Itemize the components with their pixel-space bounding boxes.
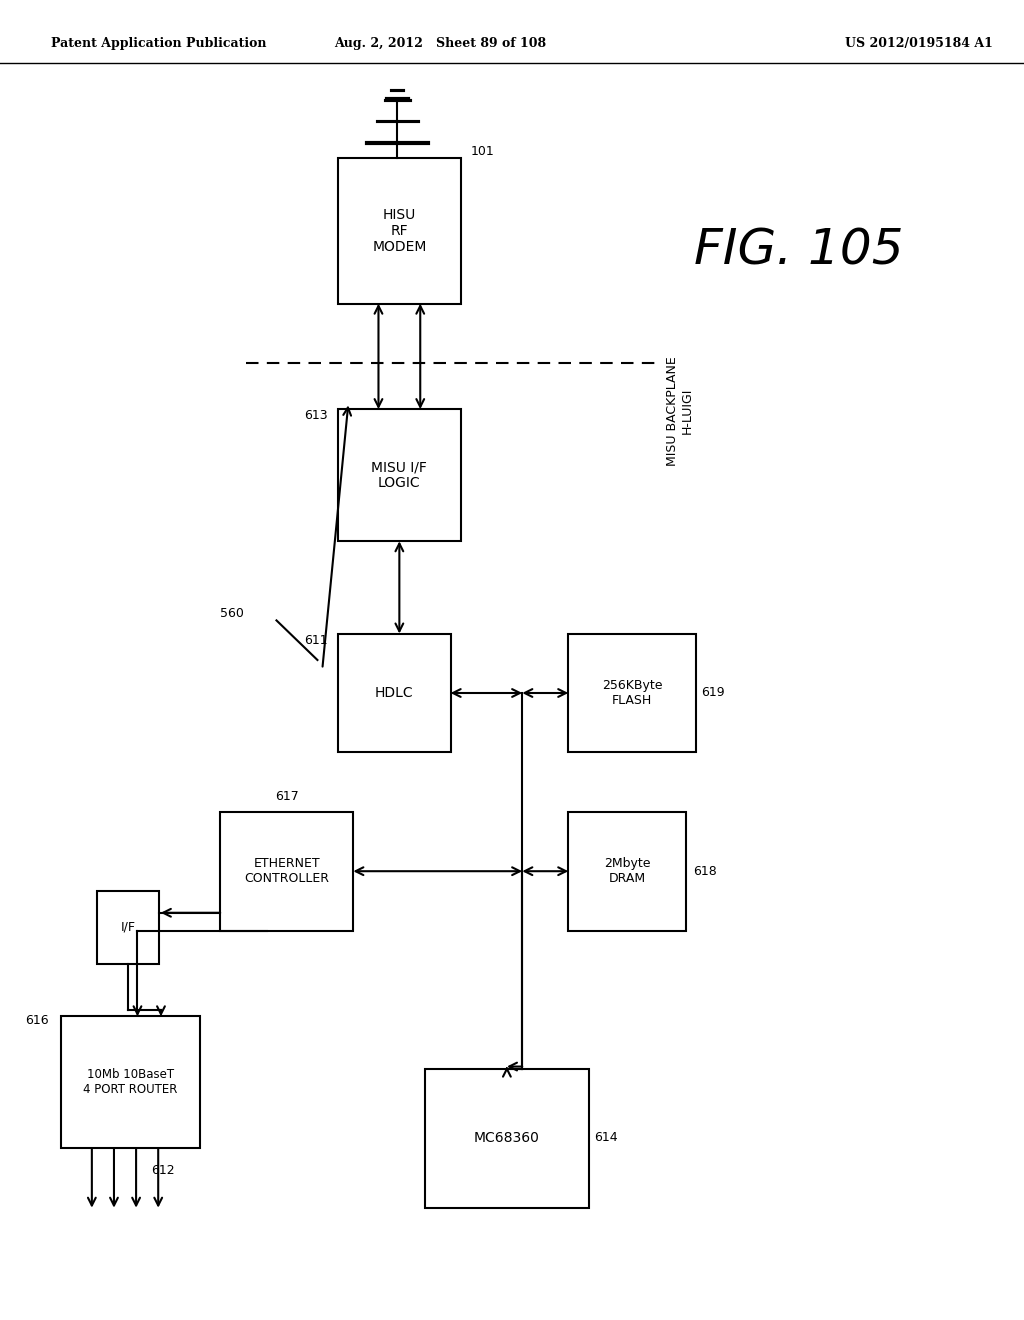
- FancyBboxPatch shape: [568, 812, 686, 931]
- FancyBboxPatch shape: [338, 409, 461, 541]
- Text: ETHERNET
CONTROLLER: ETHERNET CONTROLLER: [244, 857, 330, 886]
- Text: 614: 614: [594, 1131, 617, 1144]
- Text: 616: 616: [26, 1014, 49, 1027]
- FancyBboxPatch shape: [568, 634, 696, 752]
- Text: MC68360: MC68360: [474, 1131, 540, 1146]
- FancyBboxPatch shape: [338, 158, 461, 304]
- Text: 256KByte
FLASH: 256KByte FLASH: [602, 678, 663, 708]
- Text: US 2012/0195184 A1: US 2012/0195184 A1: [846, 37, 993, 50]
- FancyBboxPatch shape: [425, 1069, 589, 1208]
- Text: 617: 617: [274, 789, 299, 803]
- Text: 10Mb 10BaseT
4 PORT ROUTER: 10Mb 10BaseT 4 PORT ROUTER: [83, 1068, 178, 1097]
- Text: HDLC: HDLC: [375, 686, 414, 700]
- Text: 560: 560: [220, 607, 244, 620]
- Text: 613: 613: [304, 409, 328, 422]
- Text: 618: 618: [693, 865, 717, 878]
- FancyBboxPatch shape: [220, 812, 353, 931]
- FancyBboxPatch shape: [61, 1016, 200, 1148]
- Text: 612: 612: [152, 1164, 175, 1177]
- Text: Patent Application Publication: Patent Application Publication: [51, 37, 266, 50]
- FancyBboxPatch shape: [338, 634, 451, 752]
- Text: 101: 101: [471, 145, 495, 158]
- Text: MISU I/F
LOGIC: MISU I/F LOGIC: [372, 461, 427, 490]
- Text: FIG. 105: FIG. 105: [694, 227, 903, 275]
- Text: 619: 619: [701, 686, 725, 700]
- Text: I/F: I/F: [121, 921, 135, 933]
- Text: 611: 611: [304, 634, 328, 647]
- FancyBboxPatch shape: [97, 891, 159, 964]
- Text: 2Mbyte
DRAM: 2Mbyte DRAM: [604, 857, 650, 886]
- Text: MISU BACKPLANE
H-LUIGI: MISU BACKPLANE H-LUIGI: [666, 356, 693, 466]
- Text: HISU
RF
MODEM: HISU RF MODEM: [372, 207, 427, 255]
- Text: Aug. 2, 2012   Sheet 89 of 108: Aug. 2, 2012 Sheet 89 of 108: [334, 37, 547, 50]
